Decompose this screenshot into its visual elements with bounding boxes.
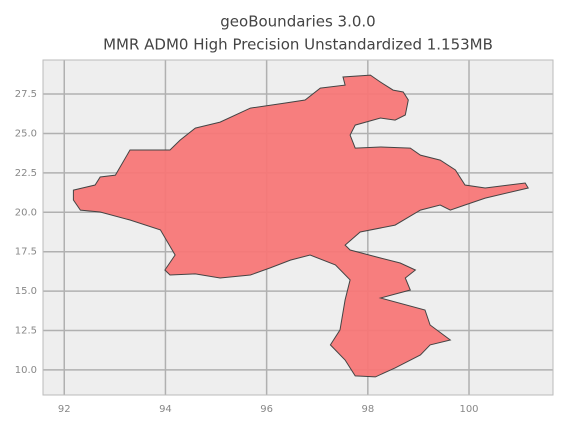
y-tick-label: 17.5 xyxy=(15,247,37,258)
plot-frame xyxy=(42,59,554,396)
y-tick-label: 22.5 xyxy=(15,168,37,179)
chart-subtitle: MMR ADM0 High Precision Unstandardized 1… xyxy=(103,36,493,54)
y-tick-label: 15.0 xyxy=(15,286,37,297)
country-boundary xyxy=(72,74,529,378)
chart-title: geoBoundaries 3.0.0 xyxy=(220,13,375,31)
y-tick-label: 10.0 xyxy=(15,365,37,376)
x-tick-label: 100 xyxy=(459,404,478,415)
y-tick-label: 12.5 xyxy=(15,326,37,337)
x-tick-label: 96 xyxy=(260,404,273,415)
x-tick-label: 94 xyxy=(159,404,172,415)
x-tick-label: 92 xyxy=(58,404,71,415)
x-tick-label: 98 xyxy=(361,404,374,415)
y-tick-label: 25.0 xyxy=(15,128,37,139)
y-tick-label: 27.5 xyxy=(15,89,37,100)
y-tick-label: 20.0 xyxy=(15,207,37,218)
